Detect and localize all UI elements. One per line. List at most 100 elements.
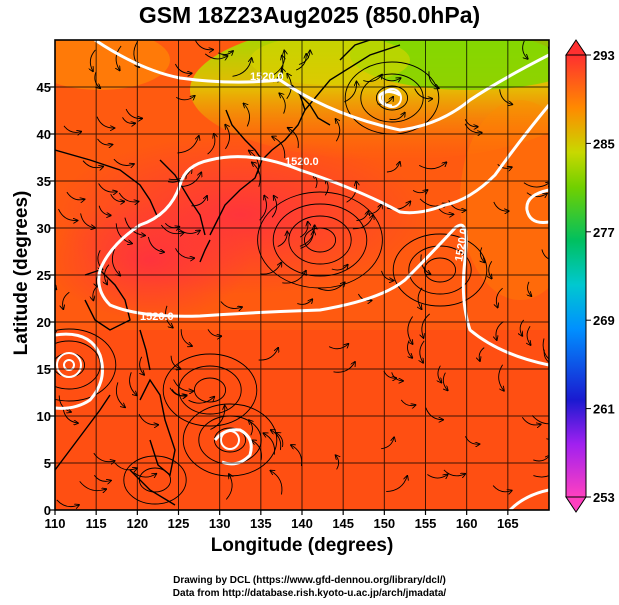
y-tick-label-0: 0 bbox=[44, 503, 51, 518]
streamline bbox=[377, 97, 394, 105]
x-tick-label-120: 120 bbox=[126, 516, 148, 531]
colorbar-tick-label-4: 261 bbox=[593, 402, 615, 417]
streamline bbox=[160, 224, 183, 234]
streamline bbox=[270, 471, 283, 495]
streamline bbox=[56, 499, 79, 507]
contour-label-1: 1520.0 bbox=[250, 71, 284, 83]
y-axis-label: Latitude (degrees) bbox=[11, 190, 32, 356]
streamline bbox=[207, 134, 215, 155]
streamline bbox=[527, 326, 531, 345]
y-tick-label-10: 10 bbox=[37, 409, 51, 424]
y-tick-label-25: 25 bbox=[37, 268, 51, 283]
streamline bbox=[272, 51, 285, 76]
streamline bbox=[177, 136, 199, 154]
streamline bbox=[523, 182, 549, 188]
streamline bbox=[63, 291, 70, 309]
x-tick-label-125: 125 bbox=[168, 516, 190, 531]
colorbar-tick-label-2: 277 bbox=[593, 225, 615, 240]
streamline bbox=[98, 183, 117, 193]
streamline bbox=[147, 236, 164, 252]
streamline bbox=[279, 93, 286, 114]
x-tick-label-160: 160 bbox=[456, 516, 478, 531]
streamline bbox=[288, 128, 299, 149]
streamline bbox=[110, 193, 125, 201]
streamline bbox=[220, 301, 242, 309]
streamline bbox=[356, 211, 368, 222]
streamline bbox=[252, 162, 261, 187]
streamline bbox=[257, 191, 383, 289]
x-tick-label-130: 130 bbox=[209, 516, 231, 531]
streamline bbox=[164, 222, 179, 227]
streamline bbox=[407, 316, 413, 345]
streamline bbox=[489, 260, 492, 278]
streamline bbox=[194, 40, 213, 50]
streamline bbox=[526, 192, 547, 197]
streamline bbox=[360, 73, 424, 123]
streamline bbox=[499, 89, 513, 104]
streamline bbox=[175, 248, 195, 258]
streamline bbox=[271, 196, 277, 218]
streamline bbox=[422, 313, 430, 338]
streamline bbox=[443, 469, 465, 476]
streamline bbox=[98, 205, 111, 216]
streamline bbox=[180, 329, 192, 346]
streamline bbox=[114, 462, 137, 470]
streamline bbox=[425, 407, 443, 420]
colorbar-max-arrow bbox=[565, 39, 587, 56]
x-tick-label-145: 145 bbox=[332, 516, 354, 531]
colorbar-tick-label-1: 285 bbox=[593, 136, 615, 151]
streamline bbox=[118, 192, 138, 202]
streamline bbox=[113, 158, 134, 165]
streamline bbox=[115, 223, 132, 243]
temperature-field bbox=[55, 40, 549, 510]
streamline bbox=[331, 265, 348, 271]
streamline bbox=[93, 452, 115, 462]
streamline bbox=[182, 403, 278, 477]
colorbar-tick-label-3: 269 bbox=[593, 313, 615, 328]
streamline bbox=[344, 82, 356, 103]
streamline bbox=[328, 344, 348, 350]
y-tick-label-5: 5 bbox=[44, 456, 51, 471]
streamline bbox=[497, 163, 512, 168]
streamline bbox=[55, 340, 101, 390]
colorbar-bar bbox=[565, 54, 587, 498]
streamline bbox=[79, 481, 107, 490]
streamline bbox=[496, 321, 504, 340]
streamline bbox=[381, 270, 394, 281]
streamline bbox=[533, 475, 549, 478]
streamline bbox=[111, 248, 120, 276]
x-tick-label-140: 140 bbox=[291, 516, 313, 531]
streamline bbox=[493, 201, 509, 211]
streamline bbox=[366, 204, 382, 215]
streamline bbox=[97, 138, 113, 145]
streamline bbox=[225, 125, 229, 150]
x-axis-ticks bbox=[54, 510, 509, 515]
streamline bbox=[173, 379, 194, 392]
colorbar-tick-label-5: 253 bbox=[593, 490, 615, 505]
x-tick-label-150: 150 bbox=[373, 516, 395, 531]
streamline bbox=[386, 201, 410, 210]
streamline bbox=[90, 49, 96, 71]
streamline bbox=[129, 372, 137, 395]
streamline bbox=[82, 160, 103, 168]
streamline bbox=[116, 45, 122, 70]
streamline bbox=[296, 54, 306, 71]
streamline bbox=[480, 247, 484, 262]
streamline bbox=[438, 365, 441, 383]
y-tick-label-15: 15 bbox=[37, 362, 51, 377]
y-tick-label-30: 30 bbox=[37, 221, 51, 236]
streamline bbox=[162, 353, 258, 427]
streamline bbox=[244, 104, 250, 127]
streamline bbox=[400, 399, 415, 406]
streamline bbox=[386, 162, 400, 173]
streamline bbox=[193, 377, 227, 403]
x-tick-label-155: 155 bbox=[415, 516, 437, 531]
x-tick-label-165: 165 bbox=[497, 516, 519, 531]
streamline bbox=[125, 108, 142, 118]
streamline bbox=[213, 427, 247, 453]
streamline bbox=[420, 340, 425, 363]
streamline bbox=[412, 190, 427, 193]
x-tick-label-135: 135 bbox=[250, 516, 272, 531]
streamline bbox=[174, 63, 191, 73]
